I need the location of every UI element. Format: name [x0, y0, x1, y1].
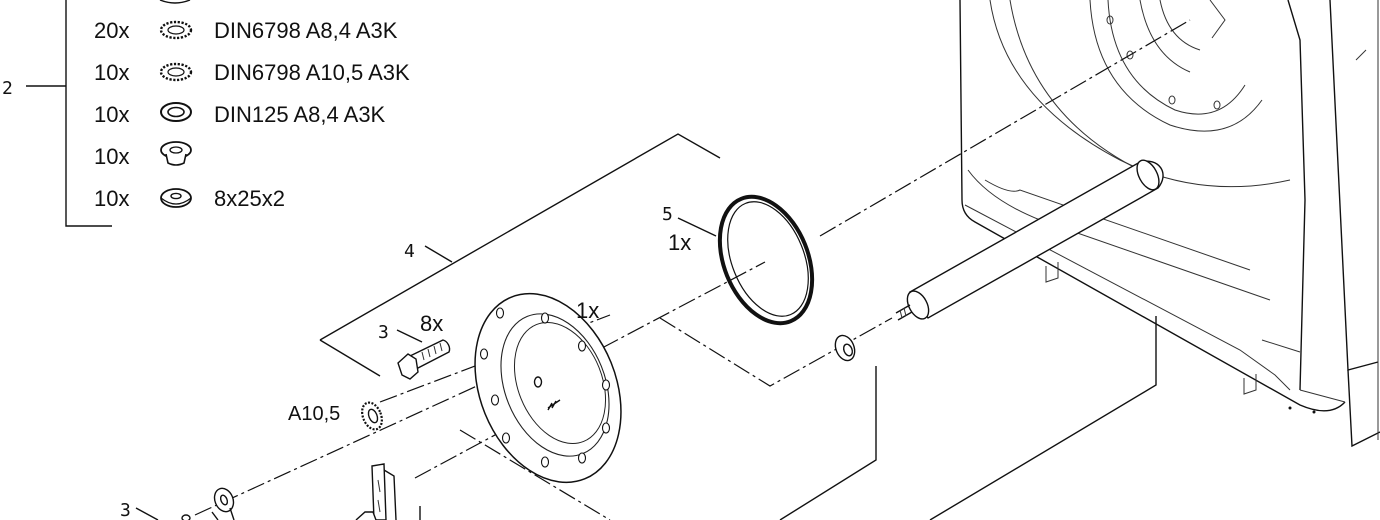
qty-text: 20x	[94, 18, 129, 43]
spec-text: DIN125 A8,4 A3K	[214, 102, 386, 127]
callout-lower-3: 3	[120, 500, 131, 520]
toothed-lock-washer-icon	[159, 62, 193, 82]
flat-washer-icon	[160, 102, 192, 122]
parts-list: 2 20x DIN6798 A8,4 A3K 10x DIN6798 A10,5…	[2, 0, 410, 211]
qty-text: 10x	[94, 144, 129, 169]
qty-text: 10x	[94, 60, 129, 85]
shouldered-washer-icon	[160, 141, 192, 166]
thick-washer-icon	[160, 188, 192, 208]
parts-list-row: 10x 8x25x2	[94, 186, 285, 211]
reference-lines	[26, 0, 1157, 520]
lower-bracket	[355, 463, 397, 520]
parts-list-row: 20x DIN6798 A8,4 A3K	[94, 18, 398, 43]
flange-cover	[474, 292, 622, 484]
tank-body	[959, 0, 1380, 448]
parts-list-row: 10x DIN125 A8,4 A3K	[94, 102, 386, 127]
flange-quantity: 1x	[576, 298, 599, 323]
hex-bolt	[397, 339, 451, 380]
lower-lug	[181, 487, 235, 520]
sealing-ring	[717, 194, 815, 326]
parts-list-row: 10x	[94, 141, 192, 169]
ring-quantity: 1x	[668, 230, 691, 255]
bolt-quantity: 8x	[420, 311, 443, 336]
anode-rod	[895, 159, 1164, 321]
group-callout-number: 2	[2, 78, 13, 99]
washer-icon	[159, 0, 191, 4]
anode-washer	[834, 334, 856, 362]
washer-size-label: A10,5	[288, 403, 340, 425]
spec-text: 8x25x2	[214, 186, 285, 211]
qty-text: 10x	[94, 102, 129, 127]
callout-ring-5: 5	[662, 204, 673, 225]
spec-text: DIN6798 A8,4 A3K	[214, 18, 398, 43]
callout-assembly-4: 4	[404, 241, 415, 262]
spec-text: DIN6798 A10,5 A3K	[214, 60, 410, 85]
toothed-lock-washer-icon	[159, 20, 193, 40]
toothed-lock-washer	[361, 401, 383, 431]
parts-list-row: 10x DIN6798 A10,5 A3K	[94, 60, 410, 85]
callout-bolt-3: 3	[378, 322, 389, 343]
centerlines	[194, 19, 1191, 520]
qty-text: 10x	[94, 186, 129, 211]
